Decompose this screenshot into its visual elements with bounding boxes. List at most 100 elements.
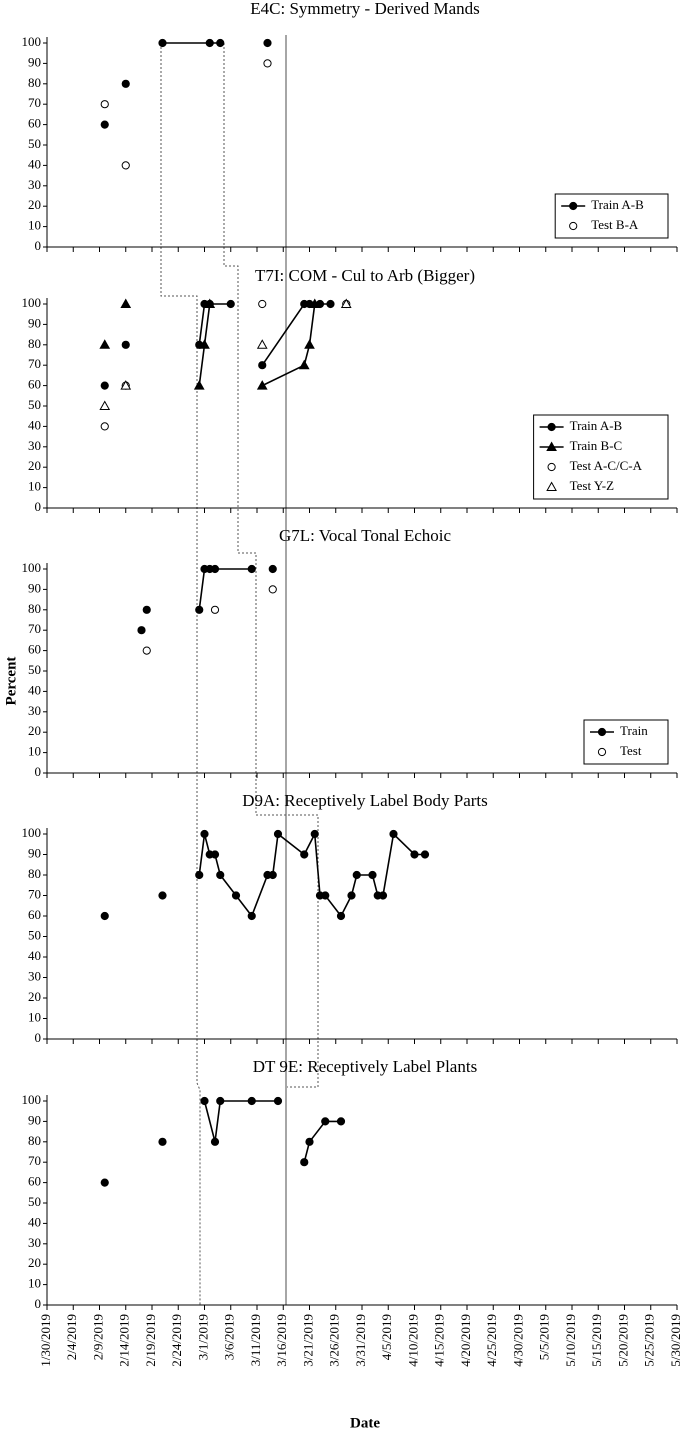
y-tick-label: 0 — [35, 1030, 42, 1045]
y-tick-label: 40 — [28, 156, 41, 171]
y-tick-label: 50 — [28, 927, 41, 942]
legend-marker — [597, 727, 607, 737]
y-tick-label: 60 — [28, 377, 41, 392]
x-tick-label: 3/11/2019 — [248, 1314, 263, 1366]
marker — [204, 298, 216, 308]
y-tick-label: 20 — [28, 458, 41, 473]
y-tick-label: 100 — [22, 825, 42, 840]
y-tick-label: 30 — [28, 703, 41, 718]
legend-marker — [546, 441, 557, 451]
y-tick-label: 40 — [28, 417, 41, 432]
marker — [326, 299, 335, 309]
y-tick-label: 80 — [28, 336, 41, 351]
marker — [336, 911, 346, 921]
marker — [120, 298, 132, 308]
x-tick-label: 5/30/2019 — [668, 1314, 683, 1367]
y-tick-label: 70 — [28, 621, 41, 636]
marker — [100, 120, 109, 129]
marker — [263, 59, 272, 68]
x-tick-label: 2/14/2019 — [117, 1314, 132, 1367]
x-tick-label: 5/20/2019 — [615, 1314, 630, 1367]
y-tick-label: 20 — [28, 197, 41, 212]
legend-label: Train A-B — [591, 197, 644, 212]
y-tick-label: 40 — [28, 948, 41, 963]
x-tick-label: 3/31/2019 — [353, 1314, 368, 1367]
marker — [205, 38, 214, 48]
y-axis-title: Percent — [3, 657, 19, 706]
marker — [216, 870, 225, 880]
y-tick-label: 10 — [28, 479, 41, 494]
y-tick-label: 100 — [22, 1092, 42, 1107]
y-tick-label: 20 — [28, 1255, 41, 1270]
x-tick-label: 4/5/2019 — [379, 1314, 394, 1360]
legend-marker — [547, 462, 556, 472]
legend-label: Test — [620, 743, 642, 758]
marker — [273, 829, 283, 839]
y-tick-label: 80 — [28, 866, 41, 881]
y-tick-label: 50 — [28, 1194, 41, 1209]
series-line — [303, 1120, 341, 1163]
marker — [368, 870, 377, 880]
marker — [216, 38, 225, 48]
y-tick-label: 70 — [28, 886, 41, 901]
y-tick-label: 10 — [28, 218, 41, 233]
marker — [158, 891, 167, 900]
marker — [256, 339, 268, 349]
marker — [195, 605, 204, 614]
y-tick-label: 0 — [35, 1296, 42, 1311]
y-tick-label: 100 — [22, 295, 42, 310]
x-tick-label: 4/25/2019 — [484, 1314, 499, 1367]
y-tick-label: 70 — [28, 1153, 41, 1168]
x-tick-label: 3/1/2019 — [195, 1314, 210, 1360]
y-tick-label: 20 — [28, 723, 41, 738]
legend-label: Test B-A — [591, 217, 639, 232]
y-tick-label: 90 — [28, 845, 41, 860]
legend: Train A-B Train B-C Test A-C/C-A Test Y-Z — [533, 414, 669, 500]
y-tick-label: 90 — [28, 580, 41, 595]
x-tick-label: 2/19/2019 — [143, 1314, 158, 1367]
x-tick-label: 5/10/2019 — [563, 1314, 578, 1367]
chart-title: E4C: Symmetry - Derived Mands — [250, 0, 479, 18]
y-tick-label: 0 — [35, 499, 42, 514]
marker — [263, 38, 272, 48]
series-line — [198, 303, 231, 345]
marker — [304, 339, 315, 349]
x-tick-label: 4/30/2019 — [510, 1314, 525, 1367]
y-tick-label: 0 — [35, 238, 42, 253]
y-tick-label: 40 — [28, 682, 41, 697]
y-tick-label: 80 — [28, 75, 41, 90]
chart-title: T7I: COM - Cul to Arb (Bigger) — [255, 266, 475, 285]
marker — [247, 911, 256, 921]
marker — [121, 161, 130, 170]
legend-marker — [546, 481, 557, 491]
legend-marker — [569, 201, 578, 211]
marker — [300, 1158, 309, 1167]
marker — [216, 1096, 225, 1106]
marker — [137, 626, 146, 635]
marker — [305, 1137, 314, 1146]
y-tick-label: 60 — [28, 116, 41, 131]
legend-box — [583, 719, 669, 765]
legend-marker — [547, 422, 556, 432]
marker — [200, 829, 209, 839]
marker — [120, 380, 132, 390]
y-tick-label: 50 — [28, 136, 41, 151]
y-tick-label: 30 — [28, 968, 41, 983]
marker — [100, 1178, 109, 1187]
marker — [258, 361, 267, 370]
x-tick-label: 2/9/2019 — [90, 1314, 105, 1360]
y-tick-label: 10 — [28, 744, 41, 759]
marker — [347, 891, 356, 900]
marker — [309, 298, 321, 308]
series-line — [261, 303, 331, 366]
legend: Train Test — [583, 719, 669, 765]
marker — [300, 850, 309, 859]
legend-label: Train — [620, 723, 648, 738]
y-tick-label: 40 — [28, 1214, 41, 1229]
marker — [340, 298, 352, 308]
x-tick-label: 4/20/2019 — [458, 1314, 473, 1367]
marker — [142, 605, 151, 614]
y-tick-label: 60 — [28, 642, 41, 657]
marker — [121, 340, 130, 349]
